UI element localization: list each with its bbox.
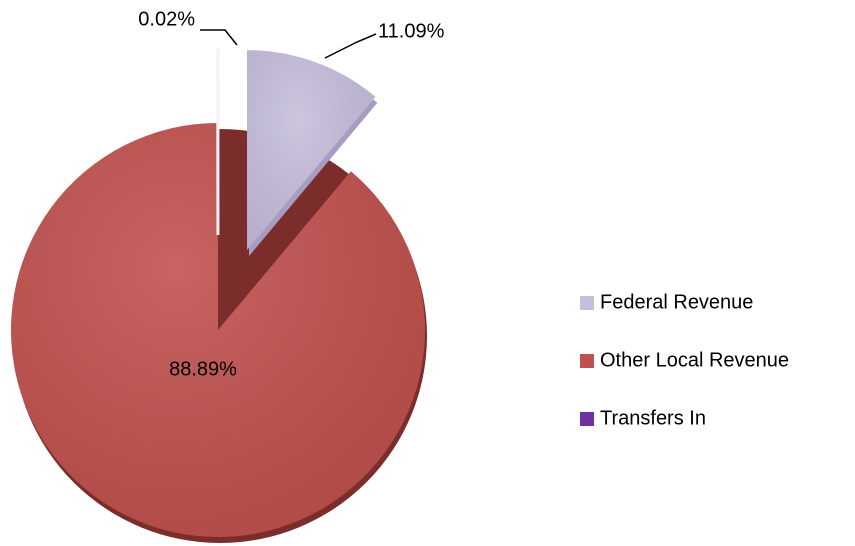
legend-swatch [580,354,594,368]
leader-line [324,33,377,59]
legend-label: Other Local Revenue [600,349,789,371]
leader-line [200,29,238,46]
data-label: 0.02% [138,8,195,30]
data-label: 11.09% [378,20,445,42]
slice-shade [247,50,376,251]
data-label: 88.89% [169,358,237,380]
legend-swatch [580,412,594,426]
legend-label: Transfers In [600,407,706,429]
slice-shade [11,123,426,538]
legend-swatch [580,296,594,310]
legend-label: Federal Revenue [600,291,753,313]
